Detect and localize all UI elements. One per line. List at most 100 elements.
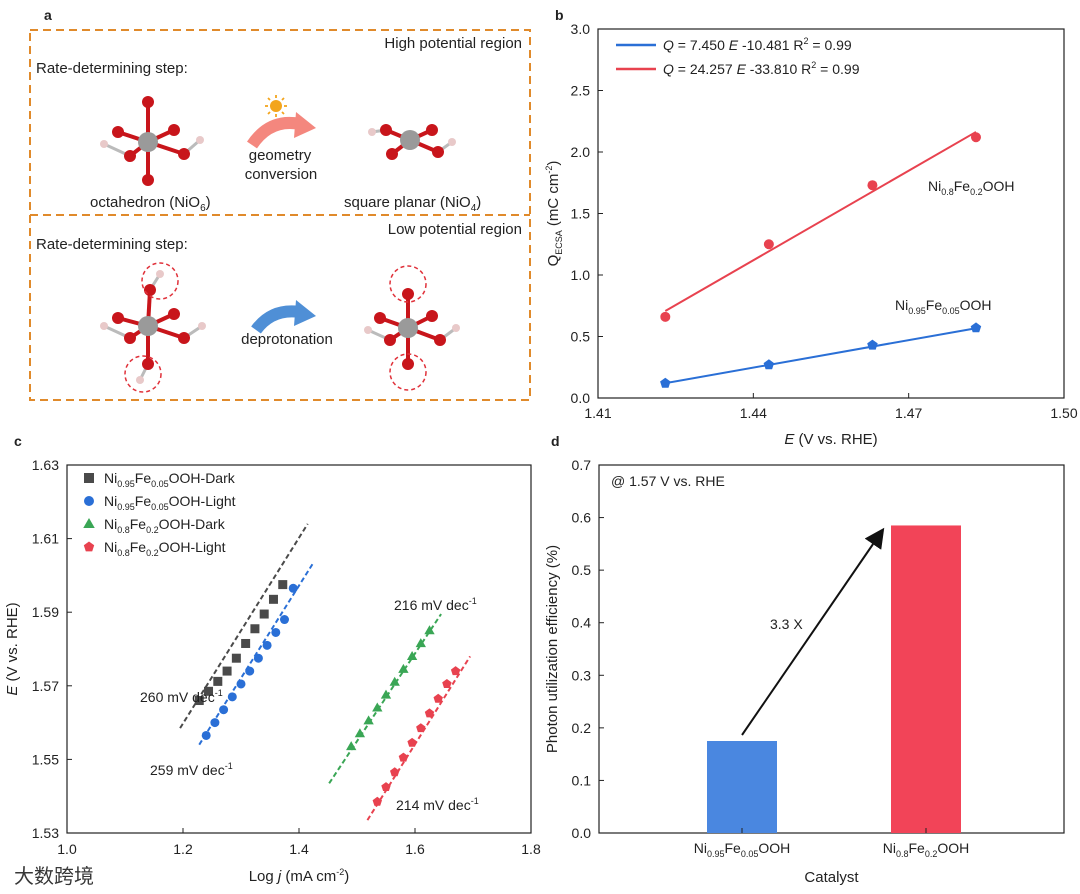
- panel-c-plot: 1.0 1.2 1.4 1.6 1.8 1.53 1.55 1.57 1.59 1.61 1.63 L…: [4, 457, 541, 885]
- slope-label: 214 mV dec-1: [396, 796, 479, 813]
- legend-entry: Ni0.95Fe0.05OOH-Light: [104, 493, 236, 512]
- data-point: [253, 653, 263, 663]
- deprotonation-arrow: [251, 305, 301, 334]
- y-tick-label: 1.61: [32, 531, 59, 547]
- square-planar-label: square planar (NiO4): [344, 194, 481, 214]
- data-point: [381, 782, 391, 791]
- slope-label: 259 mV dec-1: [150, 761, 233, 778]
- octahedron-molecule: [100, 96, 204, 186]
- x-tick-label: 1.6: [405, 841, 425, 857]
- data-point: [416, 723, 426, 733]
- data-point: [222, 666, 232, 676]
- y-tick-label: 0.5: [572, 562, 592, 578]
- deprotonation-label: deprotonation: [241, 331, 333, 348]
- panel-d: d 0.0 0.1 0.2 0.3 0.4 0.5 0.6 0.7 Catalyst Photon…: [544, 433, 1065, 886]
- data-point: [372, 796, 382, 806]
- data-point: [450, 666, 461, 676]
- octahedron-label: octahedron (NiO6): [90, 194, 211, 214]
- y-axis-label: E (V vs. RHE): [4, 602, 21, 695]
- data-point: [262, 640, 272, 650]
- data-point: [970, 322, 982, 333]
- y-tick-label: 1.0: [571, 267, 591, 283]
- y-tick-label: 0.5: [571, 329, 591, 345]
- x-tick-label: 1.44: [740, 405, 767, 421]
- data-point: [970, 132, 981, 143]
- y-tick-label: 0.7: [572, 457, 592, 473]
- legend-entry: Ni0.95Fe0.05OOH-Dark: [104, 470, 236, 489]
- legend-marker: [83, 518, 95, 528]
- x-tick-label: Ni0.95Fe0.05OOH: [694, 840, 791, 859]
- y-tick-label: 1.59: [32, 604, 59, 620]
- y-tick-label: 1.5: [571, 206, 591, 222]
- data-point: [204, 686, 214, 696]
- data-point: [363, 715, 374, 725]
- x-axis-label: Catalyst: [804, 869, 859, 886]
- data-point: [278, 580, 288, 590]
- y-tick-label: 0.4: [572, 615, 592, 631]
- data-point: [390, 767, 400, 777]
- plot-frame: [597, 28, 1065, 399]
- condition-annotation: @ 1.57 V vs. RHE: [611, 473, 725, 489]
- data-point: [763, 239, 774, 250]
- legend-entry: Q = 24.257 E -33.810 R2 = 0.99: [663, 60, 860, 77]
- panel-label-c: c: [14, 433, 22, 449]
- x-tick-label: 1.41: [584, 405, 611, 421]
- y-tick-label: 1.55: [32, 751, 59, 767]
- sun-icon: [265, 95, 287, 117]
- data-point: [213, 676, 223, 686]
- x-tick-label: 1.4: [289, 841, 309, 857]
- y-tick-label: 1.57: [32, 678, 59, 694]
- ratio-arrow: [741, 527, 885, 736]
- legend-marker: [84, 473, 94, 483]
- panel-b: b 1.41 1.44 1.47 1.50 0.0 0.5 1.0 1.5 2.0 2.5 3.0 E…: [544, 7, 1078, 448]
- bar: [891, 525, 961, 833]
- y-axis-label: QECSA (mC cm-2): [544, 161, 564, 267]
- data-point: [406, 650, 418, 660]
- ratio-label: 3.3 X: [770, 616, 803, 632]
- data-point: [415, 638, 426, 648]
- deprotonation-arrowhead: [294, 300, 316, 326]
- panel-label-b: b: [555, 7, 564, 23]
- data-point: [271, 627, 281, 637]
- data-point: [389, 676, 400, 686]
- panel-label-a: a: [44, 7, 52, 23]
- rds-label-bottom: Rate-determining step:: [36, 236, 188, 253]
- data-point: [407, 737, 417, 747]
- data-point: [231, 653, 241, 663]
- y-tick-label: 1.63: [32, 457, 59, 473]
- bar: [707, 741, 777, 833]
- data-point: [660, 311, 671, 322]
- data-point: [268, 594, 278, 604]
- octahedron-molecule-low: [100, 262, 206, 393]
- series-label: Ni0.8Fe0.2OOH: [928, 178, 1015, 197]
- data-point: [194, 696, 204, 706]
- series-label: Ni0.95Fe0.05OOH: [895, 297, 992, 316]
- legend-marker: [83, 541, 95, 552]
- y-tick-label: 0.1: [572, 772, 592, 788]
- data-point: [867, 339, 878, 350]
- high-potential-label: High potential region: [384, 35, 522, 52]
- data-point: [210, 718, 220, 728]
- low-potential-label: Low potential region: [388, 221, 522, 238]
- data-point: [250, 624, 260, 634]
- fit-line: [664, 131, 977, 312]
- data-point: [227, 692, 237, 702]
- watermark: 大数跨境: [14, 865, 94, 888]
- y-tick-label: 0.6: [572, 510, 592, 526]
- x-tick-label: 1.8: [521, 841, 541, 857]
- legend-marker: [84, 496, 94, 506]
- panel-a: a High potential region Rate-determining…: [29, 7, 531, 401]
- data-point: [424, 708, 435, 718]
- fit-line: [198, 561, 315, 746]
- y-tick-label: 2.0: [571, 144, 591, 160]
- fit-line: [328, 613, 442, 784]
- y-tick-label: 2.5: [571, 83, 591, 99]
- data-point: [236, 679, 246, 689]
- data-point: [280, 615, 289, 625]
- data-point: [372, 702, 383, 712]
- data-point: [346, 741, 357, 751]
- geometry-label: geometry: [249, 147, 312, 164]
- legend-entry: Q = 7.450 E -10.481 R2 = 0.99: [663, 36, 852, 53]
- plot-frame: [598, 464, 1065, 834]
